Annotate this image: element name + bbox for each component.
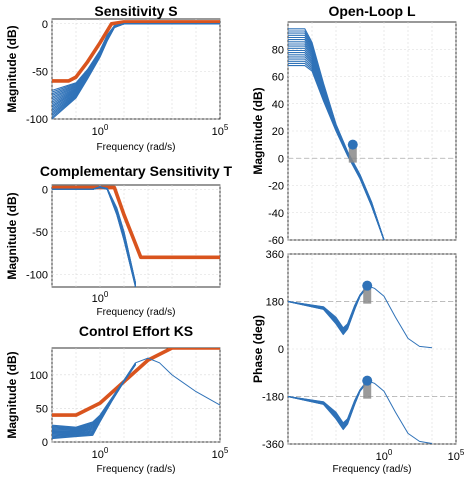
series-line-family [52,23,220,91]
series-line-thin [135,357,220,406]
x-tick-label: 100 [92,123,109,138]
x-axis-label: Frequency (rad/s) [97,142,176,153]
crossover-point [362,375,373,386]
plot-area [51,18,221,120]
chart-T: 0 -50 -100 100 Complementary Sensitivity T Fr… [5,163,233,318]
y-tick-label: -50 [32,66,48,78]
crossover-point [362,280,373,291]
margin-marker [348,144,357,163]
x-tick-label: 100 [376,448,393,463]
y-axis-label: Magnitude (dB) [5,192,19,279]
y-tick-label: -100 [26,114,48,126]
y-tick-label: 40 [272,99,284,111]
y-tick-label: -20 [268,181,284,193]
series-line-family [52,186,137,283]
chart-title: Control Effort KS [79,323,193,339]
series-line-bound [52,20,220,83]
y-tick-label: -50 [32,227,48,239]
series-group [288,285,433,444]
y-tick-label: 0 [278,344,284,356]
y-tick-label: 20 [272,126,284,138]
x-axis-label: Frequency (rad/s) [97,307,176,318]
y-tick-label: 0 [42,184,48,196]
y-axis-label: Magnitude (dB) [5,25,19,112]
y-tick-label: 100 [30,370,48,382]
x-axis-label: Frequency (rad/s) [333,464,412,475]
y-tick-label: -60 [268,235,284,247]
series-line-family_upper [288,285,368,329]
chart-S: 0 -50 -100 100 105 Sensitivity S Frequency (ra… [5,3,229,153]
x-tick-label: 105 [212,446,229,461]
chart-KS: 0 50 100 100 105 Control Effort KS Frequency (… [5,323,229,475]
chart-title: Sensitivity S [94,3,177,19]
y-tick-label: 180 [266,297,284,309]
y-tick-label: 0 [42,19,48,31]
series-group [52,20,220,119]
y-tick-label: 80 [272,44,284,56]
series-group [288,28,385,240]
chart-Lphase: 360 180 0 -180 -360 100 105 Frequency (rad/s) Ph… [251,249,465,475]
chart-title: Complementary Sensitivity T [40,163,233,179]
y-tick-label: -100 [26,269,48,281]
y-tick-label: -360 [262,439,284,451]
y-tick-label: -40 [268,208,284,220]
y-tick-label: -180 [262,392,284,404]
x-tick-label: 105 [448,448,465,463]
y-tick-label: 60 [272,72,284,84]
y-tick-label: 0 [278,153,284,165]
y-axis-label: Magnitude (dB) [251,87,265,174]
series-group [52,348,220,440]
crossover-point [347,139,358,150]
margin-marker [363,380,372,399]
chart-title: Open-Loop L [328,3,416,19]
series-line-thin [367,380,433,444]
margin-marker [363,285,372,304]
plot-area [51,184,221,288]
series-line-family [52,362,136,428]
x-axis-label: Frequency (rad/s) [97,464,176,475]
x-tick-label: 100 [92,290,109,305]
series-line-family_lower [288,380,368,424]
y-tick-label: 360 [266,249,284,261]
y-tick-label: 0 [42,437,48,449]
series-line-family [288,28,385,240]
y-tick-label: 50 [36,403,48,415]
chart-Lmag: 80 60 40 20 0 -20 -40 -60 Open-Loop L Magnitude (… [251,3,457,247]
y-axis-label: Magnitude (dB) [5,351,19,438]
y-axis-label: Phase (deg) [251,315,265,383]
x-tick-label: 105 [212,123,229,138]
series-group [52,185,220,287]
x-tick-label: 100 [92,446,109,461]
series-line-thin [367,285,433,349]
